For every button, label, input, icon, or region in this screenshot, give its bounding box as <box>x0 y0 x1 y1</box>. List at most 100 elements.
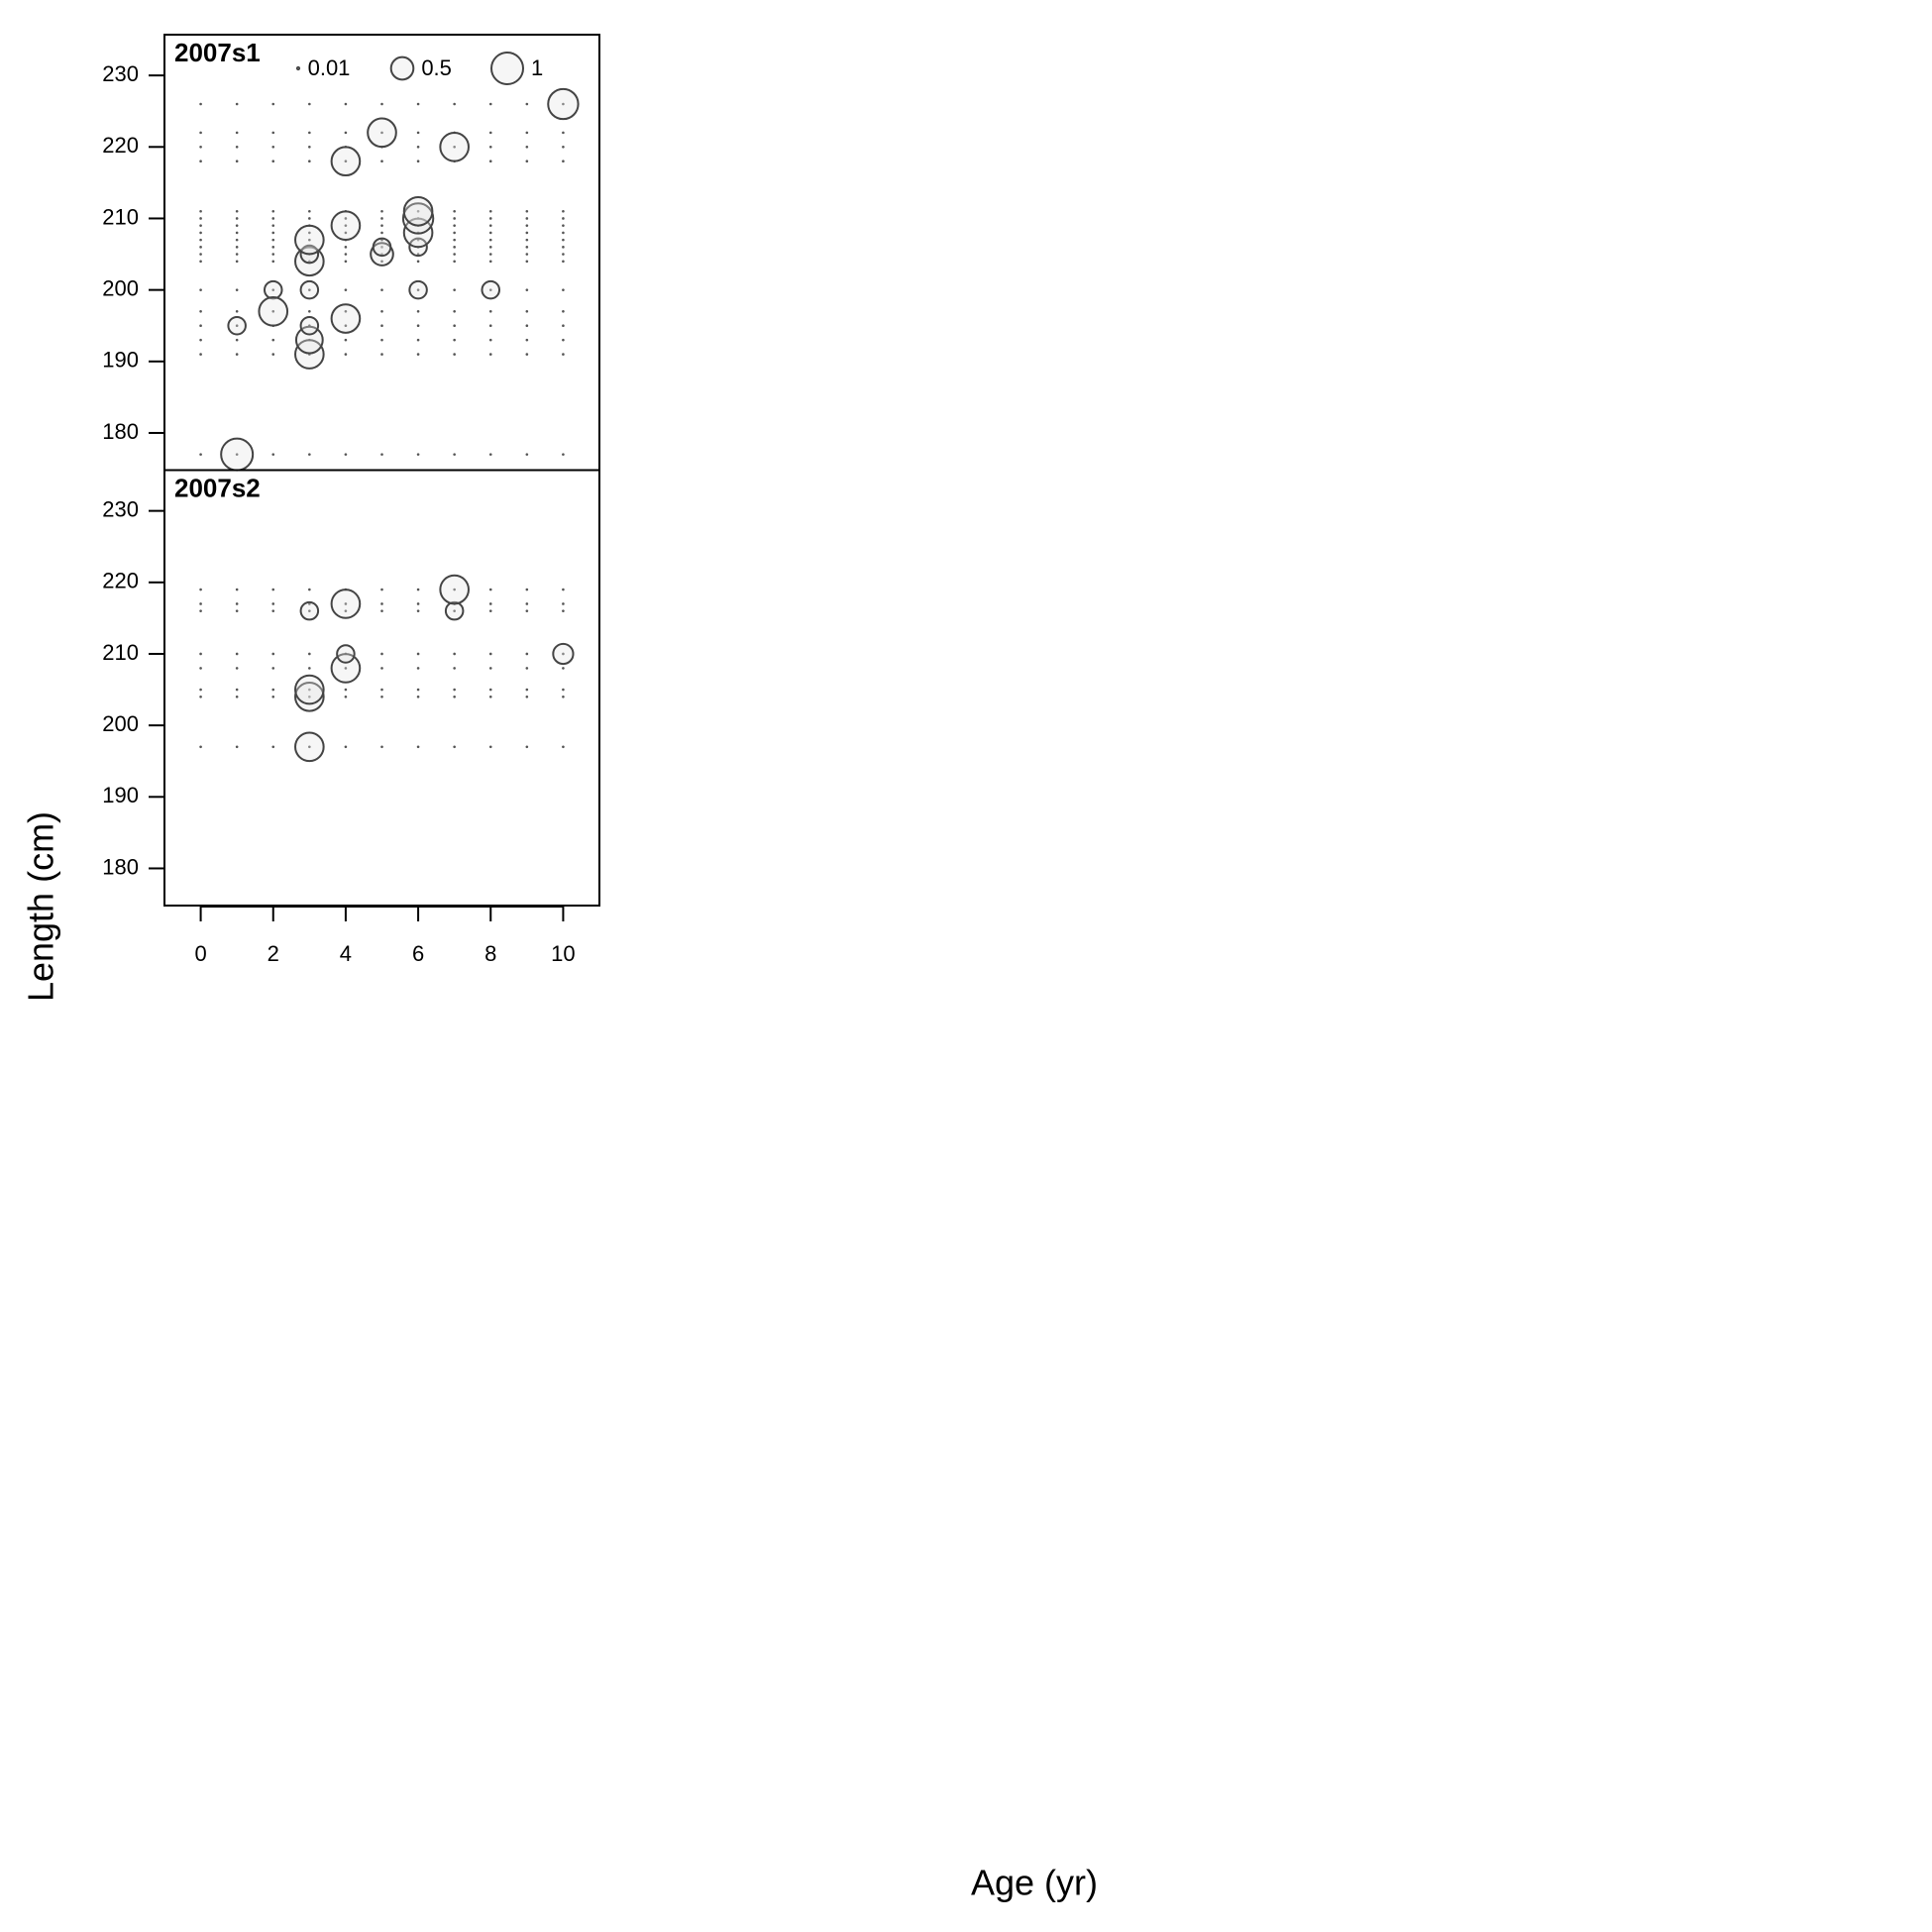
dot <box>562 353 565 356</box>
dot <box>453 309 456 313</box>
dot <box>525 209 529 213</box>
dot <box>488 217 492 220</box>
y-tick-label: 210 <box>102 204 139 229</box>
dot <box>308 209 311 213</box>
dot <box>235 338 239 342</box>
bubble <box>330 210 362 241</box>
dot <box>416 667 420 670</box>
dot <box>271 131 275 135</box>
dot <box>416 160 420 163</box>
dot <box>453 667 456 670</box>
dot <box>562 453 565 456</box>
dot <box>525 688 529 692</box>
dot <box>525 253 529 256</box>
dot <box>344 745 348 749</box>
x-tick-label: 6 <box>412 941 424 966</box>
dot <box>562 260 565 264</box>
dot <box>344 231 348 235</box>
dot <box>308 667 311 670</box>
y-tick-label: 230 <box>102 496 139 521</box>
dot <box>453 146 456 149</box>
dot <box>488 260 492 264</box>
x-tick-label: 10 <box>551 941 575 966</box>
y-tick-label: 220 <box>102 569 139 593</box>
bubble <box>227 315 247 336</box>
dot <box>453 209 456 213</box>
dot <box>344 224 348 227</box>
dot <box>562 224 565 227</box>
dot <box>488 309 492 313</box>
dot <box>525 238 529 242</box>
y-tick-label: 180 <box>102 854 139 879</box>
dot <box>235 353 239 356</box>
legend-bubble <box>295 65 301 71</box>
dot <box>344 288 348 291</box>
dot <box>416 652 420 656</box>
x-axis-title: Age (yr) <box>971 1863 1098 1903</box>
dot <box>416 688 420 692</box>
dot <box>380 231 383 235</box>
dot <box>199 131 202 135</box>
dot <box>525 131 529 135</box>
dot <box>344 688 348 692</box>
legend-label: 0.5 <box>421 55 452 80</box>
dot <box>199 353 202 356</box>
y-tick-label: 190 <box>102 783 139 807</box>
dot <box>380 745 383 749</box>
legend-label: 0.01 <box>308 55 351 80</box>
dot <box>416 745 420 749</box>
x-tick-label: 2 <box>268 941 279 966</box>
dot <box>344 602 348 605</box>
dot <box>416 588 420 591</box>
dot <box>380 224 383 227</box>
dot <box>488 745 492 749</box>
dot <box>308 217 311 220</box>
y-tick-label: 220 <box>102 133 139 158</box>
dot <box>488 224 492 227</box>
dot <box>416 695 420 698</box>
dot <box>235 309 239 313</box>
dot <box>308 652 311 656</box>
dot <box>271 745 275 749</box>
dot <box>271 217 275 220</box>
dot <box>271 602 275 605</box>
dot <box>308 745 311 749</box>
dot <box>453 260 456 264</box>
dot <box>562 695 565 698</box>
dot <box>308 453 311 456</box>
dot <box>235 160 239 163</box>
dot <box>562 588 565 591</box>
dot <box>525 224 529 227</box>
dot <box>344 695 348 698</box>
bubble <box>330 589 362 619</box>
dot <box>271 353 275 356</box>
dot <box>271 253 275 256</box>
dot <box>453 588 456 591</box>
dot <box>199 588 202 591</box>
dot <box>308 160 311 163</box>
dot <box>380 288 383 291</box>
dot <box>525 160 529 163</box>
bubble <box>547 87 580 121</box>
dot <box>380 338 383 342</box>
dot <box>308 238 311 242</box>
dot <box>199 146 202 149</box>
dot <box>344 160 348 163</box>
dot <box>416 102 420 106</box>
dot <box>344 131 348 135</box>
dot <box>562 217 565 220</box>
dot <box>308 309 311 313</box>
dot <box>380 588 383 591</box>
dot <box>416 609 420 612</box>
dot <box>416 324 420 328</box>
dot <box>380 209 383 213</box>
dot <box>344 102 348 106</box>
dot <box>344 338 348 342</box>
dot <box>488 160 492 163</box>
dot <box>271 260 275 264</box>
dot <box>199 253 202 256</box>
dot <box>562 288 565 291</box>
dot <box>308 695 311 698</box>
dot <box>344 253 348 256</box>
